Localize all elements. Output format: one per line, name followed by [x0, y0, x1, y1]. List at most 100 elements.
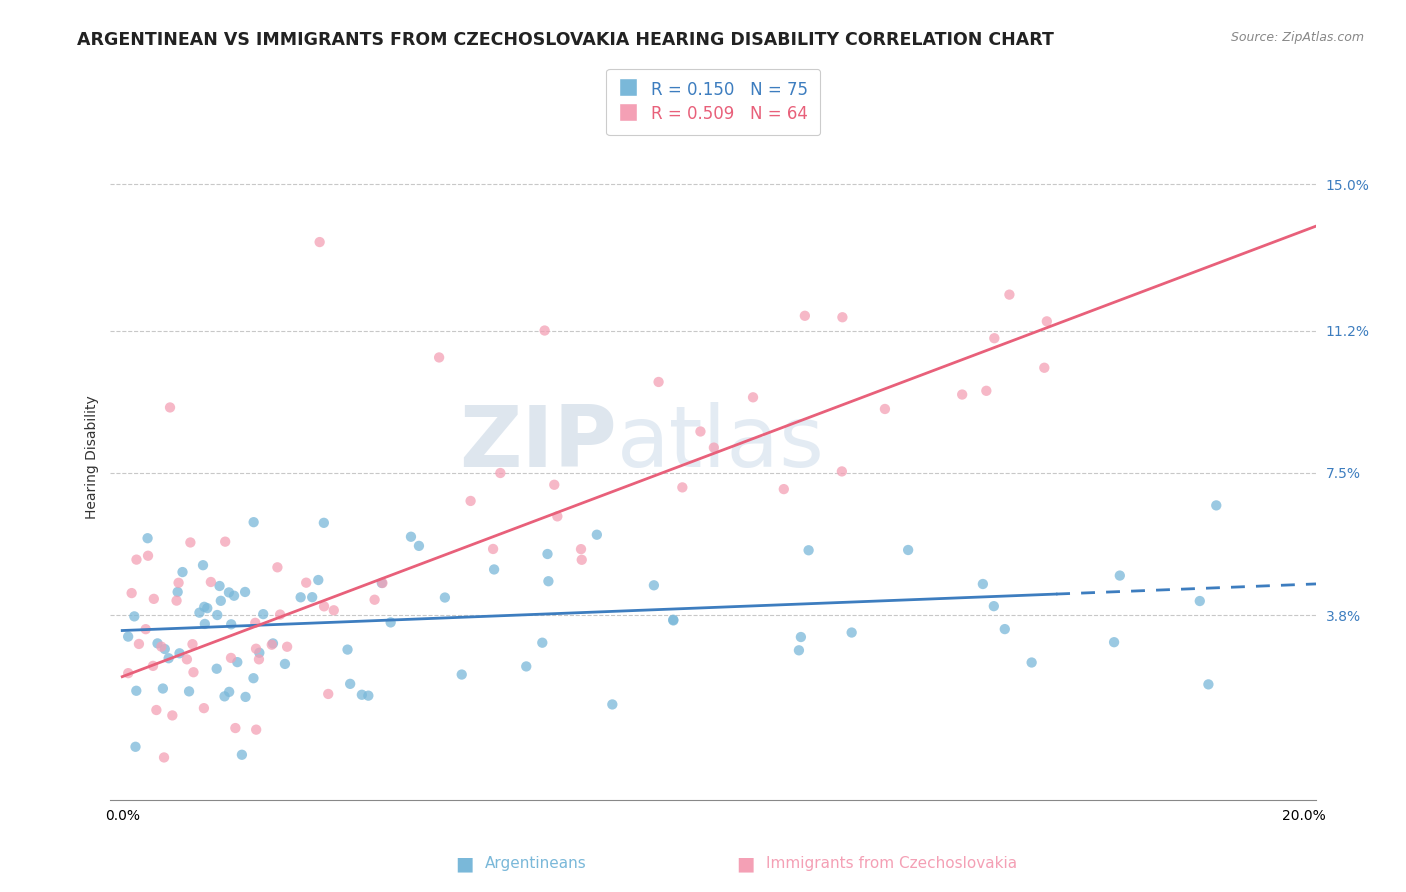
Point	[205, 662, 228, 676]
Point	[363, 592, 385, 607]
Point	[233, 585, 256, 599]
Point	[245, 615, 267, 630]
Point	[179, 535, 201, 549]
Point	[121, 586, 143, 600]
Text: ZIP: ZIP	[460, 402, 617, 485]
Point	[972, 577, 994, 591]
Point	[1036, 314, 1059, 328]
Point	[146, 636, 169, 650]
Text: ■: ■	[454, 854, 474, 873]
Point	[897, 543, 920, 558]
Point	[124, 609, 146, 624]
Point	[162, 708, 184, 723]
Point	[427, 351, 450, 365]
Point	[219, 617, 242, 632]
Point	[219, 651, 242, 665]
Y-axis label: Hearing Disability: Hearing Disability	[86, 395, 100, 519]
Point	[322, 603, 344, 617]
Point	[772, 482, 794, 496]
Point	[336, 642, 359, 657]
Point	[312, 516, 335, 530]
Point	[153, 750, 176, 764]
Point	[380, 615, 402, 630]
Point	[307, 573, 329, 587]
Point	[1102, 635, 1125, 649]
Point	[183, 665, 205, 680]
Point	[531, 636, 554, 650]
Point	[536, 547, 558, 561]
Point	[214, 690, 236, 704]
Point	[117, 666, 139, 681]
Point	[662, 614, 685, 628]
Point	[339, 677, 361, 691]
Point	[191, 558, 214, 573]
Point	[671, 480, 693, 494]
Point	[262, 636, 284, 650]
Point	[218, 585, 240, 599]
Point	[976, 384, 998, 398]
Text: atlas: atlas	[617, 402, 825, 485]
Point	[252, 607, 274, 621]
Point	[662, 613, 685, 627]
Point	[295, 575, 318, 590]
Point	[371, 576, 394, 591]
Point	[357, 689, 380, 703]
Point	[543, 477, 565, 491]
Point	[167, 575, 190, 590]
Point	[797, 543, 820, 558]
Point	[1033, 360, 1056, 375]
Point	[208, 579, 231, 593]
Point	[742, 390, 765, 404]
Point	[136, 549, 159, 563]
Point	[290, 591, 312, 605]
Point	[125, 683, 148, 698]
Point	[1021, 656, 1043, 670]
Point	[266, 560, 288, 574]
Point	[136, 531, 159, 545]
Point	[312, 599, 335, 614]
Point	[214, 534, 236, 549]
Point	[569, 542, 592, 557]
Point	[218, 685, 240, 699]
Point	[602, 698, 624, 712]
Point	[200, 574, 222, 589]
Point	[142, 659, 165, 673]
Point	[983, 331, 1005, 345]
Point	[983, 599, 1005, 614]
Point	[159, 401, 181, 415]
Point	[142, 591, 165, 606]
Point	[172, 565, 194, 579]
Point	[124, 739, 146, 754]
Text: ARGENTINEAN VS IMMIGRANTS FROM CZECHOSLOVAKIA HEARING DISABILITY CORRELATION CHA: ARGENTINEAN VS IMMIGRANTS FROM CZECHOSLO…	[77, 31, 1054, 49]
Point	[152, 681, 174, 696]
Point	[1188, 594, 1211, 608]
Point	[207, 607, 229, 622]
Point	[482, 541, 505, 556]
Point	[177, 684, 200, 698]
Point	[242, 515, 264, 529]
Point	[195, 601, 218, 615]
Point	[1197, 677, 1219, 691]
Point	[117, 630, 139, 644]
Point	[537, 574, 560, 589]
Text: ■: ■	[735, 854, 755, 873]
Point	[269, 607, 291, 622]
Text: Argentineans: Argentineans	[485, 856, 586, 871]
Point	[689, 425, 711, 439]
Point	[260, 638, 283, 652]
Point	[831, 310, 853, 325]
Point	[247, 652, 270, 666]
Point	[150, 640, 173, 654]
Point	[193, 599, 215, 614]
Point	[157, 651, 180, 665]
Point	[135, 622, 157, 636]
Point	[188, 606, 211, 620]
Point	[460, 494, 482, 508]
Point	[703, 441, 725, 455]
Point	[245, 641, 267, 656]
Point	[489, 466, 512, 480]
Point	[841, 625, 863, 640]
Point	[308, 235, 330, 249]
Point	[350, 688, 373, 702]
Point	[169, 646, 191, 660]
